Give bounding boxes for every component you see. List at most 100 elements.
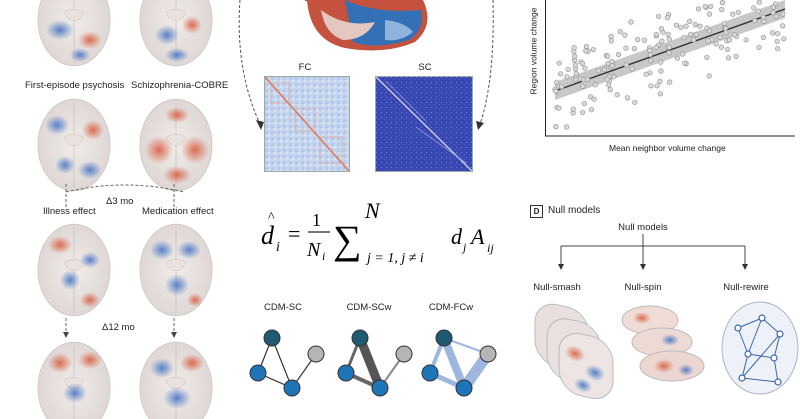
scatter-points: [552, 0, 787, 130]
scatter-point: [559, 84, 565, 90]
label-delta12: Δ12 mo: [102, 322, 135, 333]
brain-first-episode: [35, 95, 113, 195]
scatter-point: [609, 58, 615, 65]
brain-medication-12mo: [137, 338, 215, 419]
svg-text:^: ^: [268, 210, 275, 225]
scatter-point: [666, 44, 672, 50]
scatter-point: [719, 0, 726, 6]
scatter-point: [725, 55, 731, 61]
scatter-point: [587, 94, 594, 100]
brain-illness-12mo: [35, 338, 113, 419]
scatter-point: [780, 23, 786, 29]
scatter-point: [614, 92, 620, 98]
scatter-point: [653, 44, 659, 50]
scatter-point: [580, 109, 586, 115]
regression-line: [554, 8, 786, 92]
null-rewire-label: Null-rewire: [723, 282, 769, 293]
scatter-point: [751, 5, 757, 11]
cdm-scw-graph: [337, 329, 413, 397]
scatter-point: [693, 31, 699, 38]
scatter-point: [683, 23, 689, 29]
formula-lhs: d: [261, 221, 275, 250]
scatter-point: [731, 31, 737, 38]
scatter-point: [774, 38, 780, 44]
scatter-point: [592, 82, 598, 88]
scatter-point: [717, 34, 723, 40]
cdm-formula: d ^ i = 1 N i ∑ N j = 1, j ≠ i d j A ij: [255, 196, 505, 276]
brain-medication-3mo: [137, 220, 215, 320]
scatter-point: [583, 43, 590, 49]
brain-cobre: [137, 95, 215, 195]
cdm-fcw-graph: [421, 329, 497, 397]
brain-top-left: [35, 0, 113, 70]
scatter-point: [775, 31, 781, 37]
sc-label: SC: [418, 62, 432, 73]
scatter-point: [584, 76, 591, 82]
scatter-point: [666, 50, 672, 56]
formula-sum-upper: N: [364, 198, 381, 223]
scatter-point: [590, 46, 597, 52]
scatter-point: [605, 82, 612, 88]
null-smash-brains: [534, 303, 614, 400]
scatter-point: [632, 99, 638, 105]
scatter-point: [718, 44, 725, 50]
scatter-point: [697, 23, 703, 29]
scatter-point: [580, 83, 586, 89]
scatter-ylabel: Region volume change: [528, 7, 539, 95]
scatter-point: [657, 91, 663, 97]
cdm-sc-label: CDM-SC: [264, 302, 302, 313]
scatter-point: [722, 20, 728, 26]
scatter-point: [708, 3, 714, 9]
formula-frac-num: 1: [312, 210, 321, 230]
scatter-point: [647, 47, 653, 54]
scatter-point: [723, 29, 729, 36]
scatter-plot: [545, 0, 795, 137]
formula-frac-den-sub: i: [322, 249, 325, 263]
null-spin-label: Null-spin: [624, 282, 662, 293]
label-cobre: Schizophrenia-COBRE: [131, 80, 229, 91]
connector-arc: [65, 184, 185, 208]
scatter-point: [770, 30, 776, 36]
scatter-point: [591, 96, 597, 102]
scatter-point: [556, 105, 562, 111]
scatter-point: [658, 68, 664, 74]
scatter-point: [735, 9, 741, 15]
scatter-point: [706, 73, 712, 79]
null-spin-brains: [621, 305, 705, 382]
fc-label: FC: [298, 62, 312, 73]
null-models-subtitle: Null models: [618, 222, 668, 233]
scatter-point: [756, 44, 762, 50]
label-medication: Medication effect: [142, 206, 214, 217]
scatter-point: [726, 37, 733, 43]
scatter-point: [681, 35, 687, 41]
brain-3d-with-arrows: [238, 0, 494, 130]
scatter-point: [658, 26, 664, 32]
scatter-point: [707, 28, 713, 34]
scatter-point: [604, 53, 611, 59]
scatter-point: [643, 71, 649, 77]
scatter-point: [733, 53, 739, 60]
panel-d-tag: D: [530, 205, 543, 218]
scatter-point: [588, 107, 595, 113]
scatter-point: [723, 25, 729, 31]
scatter-point: [553, 123, 559, 130]
scatter-xlabel: Mean neighbor volume change: [609, 143, 726, 153]
formula-a: A: [469, 224, 485, 249]
scatter-point: [631, 45, 637, 52]
scatter-point: [705, 38, 711, 44]
sigma-symbol: ∑: [333, 217, 362, 262]
scatter-point: [611, 74, 617, 80]
scatter-point: [692, 22, 698, 28]
scatter-point: [713, 41, 719, 47]
cdm-sc-graph: [249, 329, 325, 397]
scatter-point: [608, 38, 614, 44]
scatter-point: [648, 83, 654, 89]
scatter-point: [664, 15, 670, 21]
scatter-point: [682, 60, 688, 66]
scatter-point: [752, 18, 758, 24]
cdm-fcw-label: CDM-FCw: [428, 302, 474, 313]
label-delta3: Δ3 mo: [106, 196, 134, 207]
svg-text:=: =: [288, 221, 300, 246]
scatter-point: [570, 106, 576, 112]
scatter-point: [780, 11, 786, 17]
